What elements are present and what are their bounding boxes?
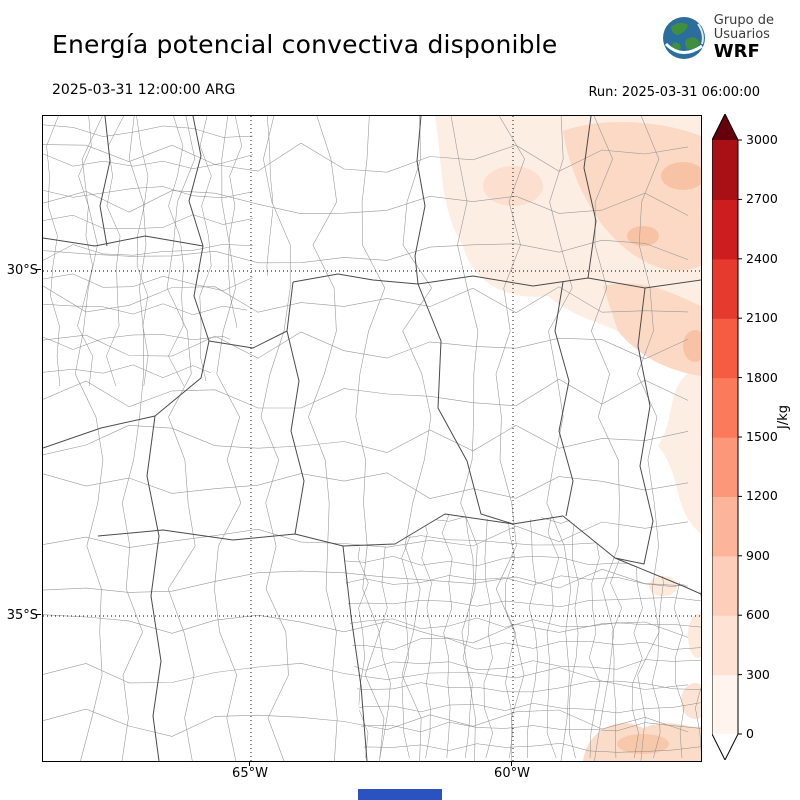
logo-text: Grupo de Usuarios WRF xyxy=(713,13,774,62)
colorbar-segment xyxy=(712,199,738,260)
lon-label-65w: 65°W xyxy=(232,766,268,781)
axis-tick-35s xyxy=(36,614,41,615)
colorbar-under-arrow xyxy=(712,734,738,760)
lat-label-30s: 30°S xyxy=(6,263,38,278)
colorbar-segment xyxy=(712,318,738,379)
map-canvas xyxy=(42,115,709,762)
colorbar-tick-label: 2400 xyxy=(746,250,778,266)
colorbar-segment xyxy=(712,437,738,497)
globe-icon xyxy=(662,16,705,59)
map-frame xyxy=(42,115,709,762)
colorbar-tick-label: 3000 xyxy=(746,132,778,147)
colorbar-segment xyxy=(712,674,738,735)
colorbar-segment xyxy=(712,496,738,557)
footer-logo-partial xyxy=(358,789,442,800)
colorbar-tick-label: 600 xyxy=(746,607,770,623)
colorbar-segment xyxy=(712,555,738,616)
colorbar: 3000 2700 2400 2100 1800 1500 1200 900 600 300 0 xyxy=(711,112,790,766)
colorbar-tick-label: 2100 xyxy=(746,310,778,326)
colorbar-tick-label: 300 xyxy=(746,666,770,682)
colorbar-segment xyxy=(712,140,738,200)
colorbar-tick-label: 1800 xyxy=(746,369,778,385)
colorbar-tick-label: 1500 xyxy=(746,429,778,444)
logo-line-1: Grupo de xyxy=(713,13,774,28)
axis-tick-65w xyxy=(249,761,250,766)
colorbar-segment xyxy=(712,258,738,319)
colorbar-unit-label: J/kg xyxy=(776,405,791,429)
colorbar-bar xyxy=(711,112,742,762)
colorbar-segment xyxy=(712,615,738,676)
colorbar-over-arrow xyxy=(712,114,738,140)
lat-label-35s: 35°S xyxy=(6,608,38,623)
run-time-label: Run: 2025-03-31 06:00:00 xyxy=(588,85,760,100)
buenos-aires-departments xyxy=(343,514,701,759)
axis-tick-30s xyxy=(36,269,41,270)
axis-tick-60w xyxy=(511,761,512,766)
gridlines xyxy=(43,116,701,761)
colorbar-tick-label: 2700 xyxy=(746,191,778,207)
province-borders xyxy=(42,115,702,762)
valid-time-label: 2025-03-31 12:00:00 ARG xyxy=(52,82,236,98)
colorbar-segment xyxy=(712,377,738,438)
logo-line-2: Usuarios xyxy=(713,27,770,43)
colorbar-tick-label: 0 xyxy=(746,726,754,741)
colorbar-tick-label: 900 xyxy=(746,547,770,563)
lon-label-60w: 60°W xyxy=(494,766,530,781)
page-title: Energía potencial convectiva disponible xyxy=(52,30,558,59)
wrf-logo: Grupo de Usuarios WRF xyxy=(661,13,774,62)
colorbar-tick-label: 1200 xyxy=(746,488,778,504)
cape-shading xyxy=(435,116,709,761)
logo-line-wrf: WRF xyxy=(713,40,760,62)
